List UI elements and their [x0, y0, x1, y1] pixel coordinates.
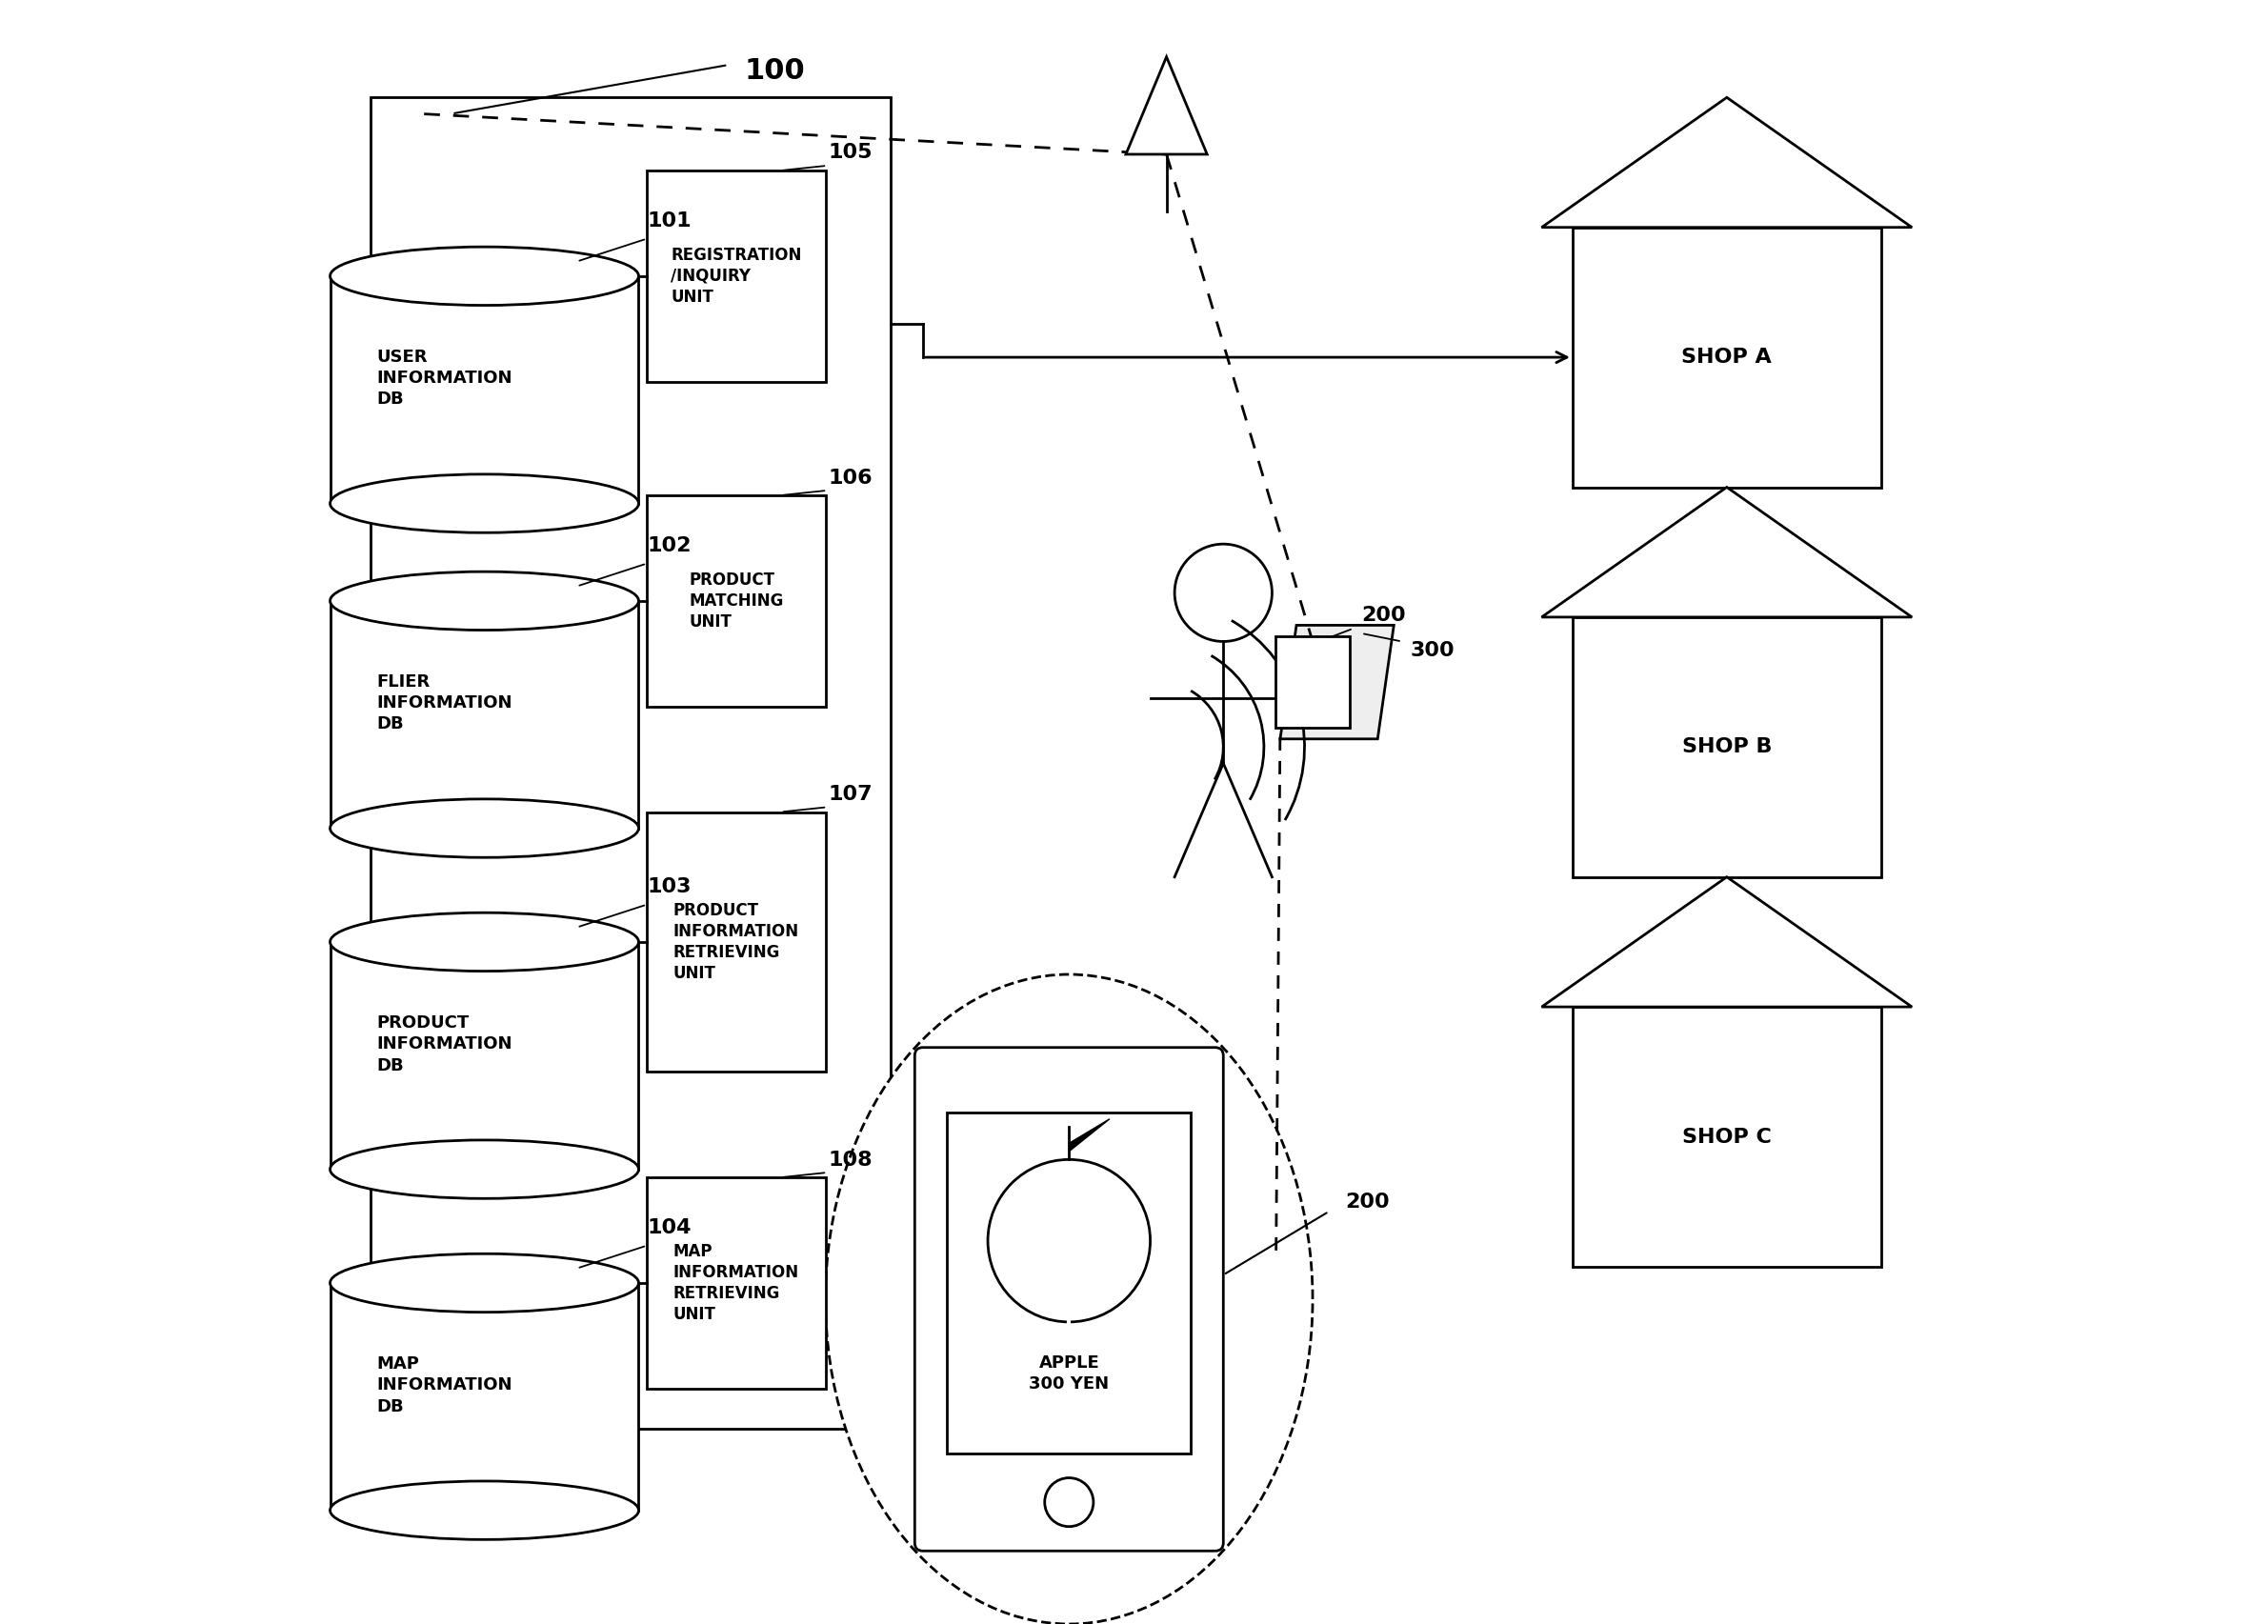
- FancyBboxPatch shape: [1275, 637, 1349, 728]
- FancyBboxPatch shape: [646, 495, 826, 706]
- FancyBboxPatch shape: [914, 1047, 1222, 1551]
- Text: USER
INFORMATION
DB: USER INFORMATION DB: [376, 349, 513, 408]
- Text: 200: 200: [1361, 606, 1406, 625]
- Polygon shape: [331, 1283, 640, 1510]
- Polygon shape: [331, 601, 640, 828]
- Text: 108: 108: [828, 1150, 873, 1169]
- Polygon shape: [1279, 625, 1395, 739]
- Text: SHOP C: SHOP C: [1683, 1127, 1771, 1147]
- Polygon shape: [331, 276, 640, 503]
- Text: 101: 101: [646, 211, 692, 231]
- Polygon shape: [1542, 487, 1912, 617]
- Ellipse shape: [331, 247, 640, 305]
- Polygon shape: [1542, 877, 1912, 1007]
- Text: 104: 104: [646, 1218, 692, 1237]
- Polygon shape: [331, 942, 640, 1169]
- Ellipse shape: [331, 1481, 640, 1540]
- FancyBboxPatch shape: [646, 1177, 826, 1389]
- FancyBboxPatch shape: [1572, 1007, 1880, 1267]
- Text: 103: 103: [646, 877, 692, 896]
- Ellipse shape: [331, 799, 640, 857]
- Polygon shape: [1125, 57, 1207, 154]
- Ellipse shape: [331, 572, 640, 630]
- Text: 200: 200: [1345, 1192, 1390, 1212]
- Text: MAP
INFORMATION
DB: MAP INFORMATION DB: [376, 1356, 513, 1415]
- Text: 300: 300: [1411, 641, 1454, 661]
- Ellipse shape: [331, 474, 640, 533]
- Polygon shape: [1542, 97, 1912, 227]
- Text: MAP
INFORMATION
RETRIEVING
UNIT: MAP INFORMATION RETRIEVING UNIT: [674, 1242, 798, 1324]
- Text: 102: 102: [646, 536, 692, 555]
- Text: PRODUCT
INFORMATION
DB: PRODUCT INFORMATION DB: [376, 1015, 513, 1073]
- Text: REGISTRATION
/INQUIRY
UNIT: REGISTRATION /INQUIRY UNIT: [671, 247, 801, 305]
- FancyBboxPatch shape: [948, 1112, 1191, 1453]
- Ellipse shape: [331, 1254, 640, 1312]
- Ellipse shape: [331, 913, 640, 971]
- Ellipse shape: [331, 1140, 640, 1199]
- Text: APPLE
300 YEN: APPLE 300 YEN: [1030, 1354, 1109, 1393]
- Text: PRODUCT
MATCHING
UNIT: PRODUCT MATCHING UNIT: [689, 572, 782, 630]
- Ellipse shape: [826, 974, 1313, 1624]
- Polygon shape: [1068, 1119, 1109, 1151]
- Text: 107: 107: [828, 784, 873, 804]
- Text: SHOP B: SHOP B: [1683, 737, 1771, 757]
- FancyBboxPatch shape: [370, 97, 891, 1429]
- Text: SHOP A: SHOP A: [1681, 348, 1771, 367]
- FancyBboxPatch shape: [1572, 227, 1880, 487]
- Text: 106: 106: [828, 468, 873, 487]
- FancyBboxPatch shape: [1572, 617, 1880, 877]
- Text: 105: 105: [828, 143, 873, 162]
- FancyBboxPatch shape: [646, 171, 826, 382]
- Text: 100: 100: [744, 57, 805, 84]
- Text: FLIER
INFORMATION
DB: FLIER INFORMATION DB: [376, 674, 513, 732]
- FancyBboxPatch shape: [646, 812, 826, 1072]
- Text: PRODUCT
INFORMATION
RETRIEVING
UNIT: PRODUCT INFORMATION RETRIEVING UNIT: [674, 901, 798, 983]
